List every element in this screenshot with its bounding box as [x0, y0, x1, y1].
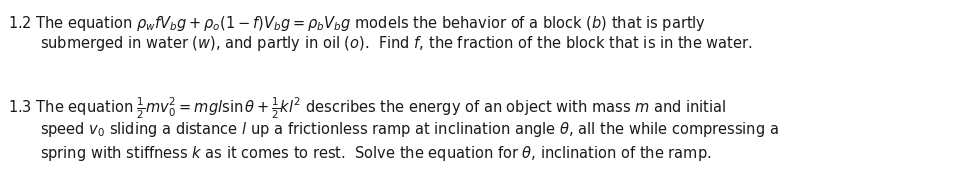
Text: 1.2 The equation $\rho_w f V_b g + \rho_o (1 - f) V_b g = \rho_b V_b g$ models t: 1.2 The equation $\rho_w f V_b g + \rho_…	[8, 14, 706, 33]
Text: speed $v_0$ sliding a distance $l$ up a frictionless ramp at inclination angle $: speed $v_0$ sliding a distance $l$ up a …	[40, 120, 778, 139]
Text: spring with stiffness $k$ as it comes to rest.  Solve the equation for $\theta$,: spring with stiffness $k$ as it comes to…	[40, 144, 711, 163]
Text: submerged in water ($w$), and partly in oil ($o$).  Find $f$, the fraction of th: submerged in water ($w$), and partly in …	[40, 34, 753, 53]
Text: 1.3 The equation $\frac{1}{2}mv_0^2 = mgl\sin\theta + \frac{1}{2}kl^2$ describes: 1.3 The equation $\frac{1}{2}mv_0^2 = mg…	[8, 96, 727, 121]
